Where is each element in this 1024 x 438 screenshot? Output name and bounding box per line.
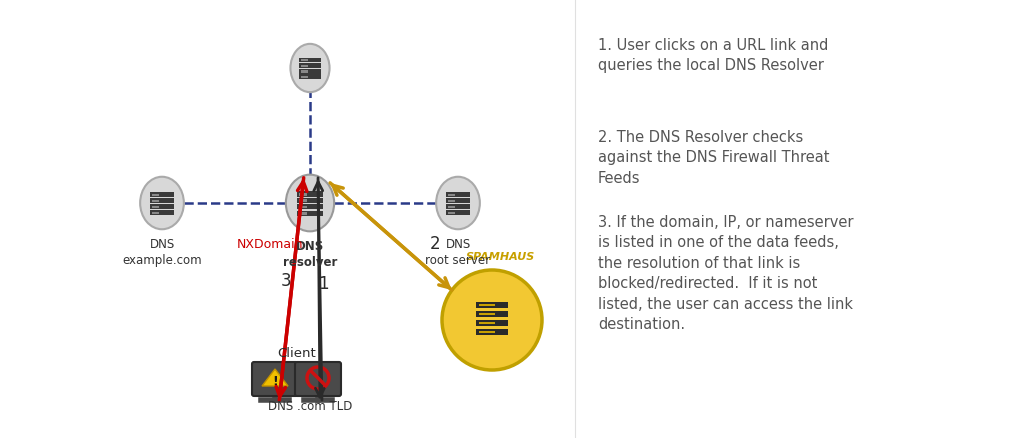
Bar xyxy=(479,304,495,306)
Bar xyxy=(479,322,495,324)
Bar xyxy=(476,320,508,326)
Bar xyxy=(301,77,308,79)
Bar xyxy=(446,198,470,204)
Text: 3: 3 xyxy=(281,272,291,290)
Bar xyxy=(299,70,321,74)
Bar xyxy=(449,200,456,202)
Ellipse shape xyxy=(291,45,330,93)
Ellipse shape xyxy=(140,177,184,230)
FancyBboxPatch shape xyxy=(295,362,341,396)
Bar xyxy=(449,194,456,197)
Bar xyxy=(449,206,456,208)
Text: 1. User clicks on a URL link and
queries the local DNS Resolver: 1. User clicks on a URL link and queries… xyxy=(598,38,828,73)
Bar xyxy=(297,205,323,210)
Bar xyxy=(153,194,160,197)
Bar xyxy=(153,206,160,208)
Text: DNS
resolver: DNS resolver xyxy=(283,240,337,268)
Text: NXDomain: NXDomain xyxy=(237,237,303,250)
Polygon shape xyxy=(262,369,288,386)
Bar xyxy=(301,71,308,73)
Bar xyxy=(476,329,508,335)
Bar xyxy=(297,211,323,216)
Text: DNS
root server: DNS root server xyxy=(425,237,490,266)
Bar xyxy=(151,193,174,198)
Bar xyxy=(299,200,307,202)
Text: !: ! xyxy=(272,374,278,388)
Bar xyxy=(446,205,470,209)
Text: 3. If the domain, IP, or nameserver
is listed in one of the data feeds,
the reso: 3. If the domain, IP, or nameserver is l… xyxy=(598,215,853,331)
Text: 1: 1 xyxy=(317,274,329,292)
Bar xyxy=(151,198,174,204)
Bar xyxy=(299,194,307,196)
Bar xyxy=(301,60,308,62)
Text: 2: 2 xyxy=(430,234,440,252)
Bar xyxy=(301,66,308,68)
Circle shape xyxy=(442,270,542,370)
FancyBboxPatch shape xyxy=(252,362,298,396)
Text: DNS .com TLD: DNS .com TLD xyxy=(268,399,352,412)
Text: DNS
example.com: DNS example.com xyxy=(122,237,202,266)
Bar xyxy=(297,198,323,204)
Bar xyxy=(297,192,323,197)
Bar xyxy=(446,211,470,215)
Bar xyxy=(151,205,174,209)
Bar xyxy=(299,213,307,215)
Bar xyxy=(299,206,307,209)
Bar xyxy=(476,302,508,308)
Text: 2. The DNS Resolver checks
against the DNS Firewall Threat
Feeds: 2. The DNS Resolver checks against the D… xyxy=(598,130,829,185)
Ellipse shape xyxy=(286,175,334,232)
Bar xyxy=(479,331,495,333)
Bar xyxy=(449,212,456,215)
Bar xyxy=(153,200,160,202)
Bar xyxy=(299,59,321,64)
Bar xyxy=(476,311,508,317)
Ellipse shape xyxy=(436,177,480,230)
Bar xyxy=(299,64,321,69)
Bar xyxy=(151,211,174,215)
Bar xyxy=(153,212,160,215)
Bar xyxy=(446,193,470,198)
Bar xyxy=(479,313,495,315)
Text: Client: Client xyxy=(278,346,315,359)
Text: SPAMHAUS: SPAMHAUS xyxy=(465,251,535,261)
Bar xyxy=(299,75,321,80)
